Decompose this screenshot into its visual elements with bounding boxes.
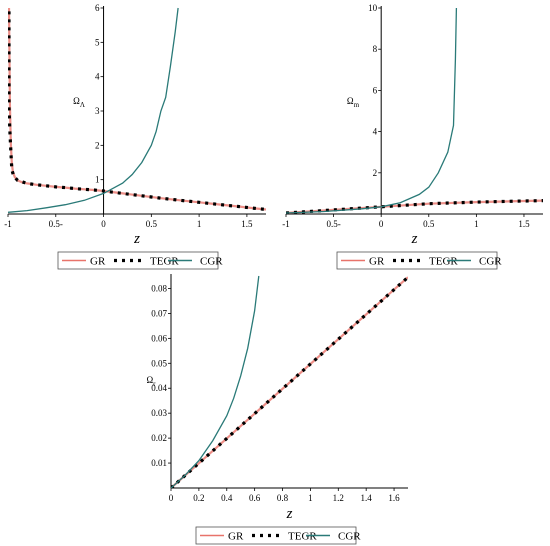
legend-label-gr: GR: [369, 256, 385, 268]
x-tick-label: 1: [474, 219, 479, 229]
series-tegr-line: [171, 276, 408, 488]
x-tick-label: 1.5: [241, 219, 253, 229]
x-tick-label: 0: [379, 219, 384, 229]
y-tick-label: 4: [95, 72, 100, 82]
x-tick-label: -1: [282, 219, 290, 229]
x-axis-label: z: [411, 231, 418, 247]
x-tick-label: -1: [4, 219, 12, 229]
series-cgr-line: [8, 7, 179, 213]
y-tick-label: 0.05: [151, 358, 167, 368]
series-cgr-line: [286, 7, 458, 214]
y-tick-label: 5: [95, 37, 100, 47]
series-cgr-line: [171, 275, 260, 488]
x-tick-label: 0: [169, 493, 174, 503]
y-tick-label: 0.02: [151, 433, 167, 443]
legend-label-cgr: CGR: [200, 256, 223, 268]
legend: GR TEGR CGR: [195, 526, 361, 545]
y-tick-label: 10: [368, 3, 378, 13]
y-tick-label: 6: [95, 3, 100, 13]
x-tick-label: 0: [101, 219, 106, 229]
series-tegr-line: [8, 11, 266, 212]
x-tick-label: 0.4: [221, 493, 233, 503]
y-tick-label: 0.08: [151, 283, 167, 293]
series-gr-line: [8, 7, 266, 211]
x-axis-label: z: [286, 506, 293, 522]
x-tick-label: 1: [197, 219, 202, 229]
x-tick-label: 0.8: [277, 493, 289, 503]
x-tick-label: 0.5-: [326, 219, 340, 229]
legend-label-cgr: CGR: [479, 256, 502, 268]
y-axis-label-subscript: r: [153, 380, 156, 388]
y-tick-label: 0.06: [151, 333, 167, 343]
legend-label-tegr: TEGR: [288, 531, 317, 543]
legend-label-tegr: TEGR: [150, 256, 179, 268]
y-axis-label: Ωr: [146, 375, 156, 388]
chart-1: -1 0.5- 0 0.5 1 1.5 1 2 3 4 5 6 z ΩΛ GR TEGR CGR: [4, 3, 266, 270]
legend-label-gr: GR: [228, 531, 244, 543]
y-tick-label: 8: [373, 44, 378, 54]
x-axis-label: z: [133, 231, 140, 247]
x-tick-label: 0.5: [423, 219, 435, 229]
y-axis-label: Ωm: [347, 96, 360, 109]
y-tick-label: 2: [373, 168, 378, 178]
y-tick-label: 3: [95, 106, 100, 116]
legend: GR TEGR CGR: [57, 251, 223, 270]
y-tick-label: 1: [95, 175, 100, 185]
y-axis-label-subscript: Λ: [80, 101, 85, 109]
legend: GR TEGR CGR: [336, 251, 502, 270]
chart-3: 0 0.2 0.4 0.6 0.8 1 1.2 1.4 1.6 0.01 0.02 0.03 0.04 0…: [146, 274, 408, 545]
y-tick-label: 0.04: [151, 383, 167, 393]
legend-label-cgr: CGR: [338, 531, 361, 543]
x-tick-label: 1.2: [333, 493, 344, 503]
y-axis-label-subscript: m: [354, 101, 360, 109]
x-tick-label: 1.5: [518, 219, 530, 229]
legend-label-gr: GR: [90, 256, 106, 268]
x-tick-label: 1.6: [388, 493, 400, 503]
y-tick-label: 0.03: [151, 408, 167, 418]
series-gr-line: [171, 276, 408, 488]
legend-label-tegr: TEGR: [429, 256, 458, 268]
x-tick-label: 1: [308, 493, 313, 503]
y-tick-label: 6: [373, 85, 378, 95]
y-tick-label: 0.01: [151, 458, 167, 468]
x-tick-label: 0.6: [249, 493, 261, 503]
series-gr-line: [286, 199, 543, 214]
y-axis-label: ΩΛ: [73, 96, 85, 109]
y-tick-label: 2: [95, 140, 100, 150]
x-tick-label: 0.5-: [49, 219, 63, 229]
y-tick-label: 4: [373, 127, 378, 137]
x-tick-label: 0.2: [193, 493, 204, 503]
x-tick-label: 1.4: [361, 493, 373, 503]
y-tick-label: 0.07: [151, 308, 167, 318]
x-tick-label: 0.5: [146, 219, 158, 229]
chart-2: -1 0.5- 0 0.5 1 1.5 2 4 6 8 10 z Ωm GR TEGR CGR: [282, 3, 543, 270]
